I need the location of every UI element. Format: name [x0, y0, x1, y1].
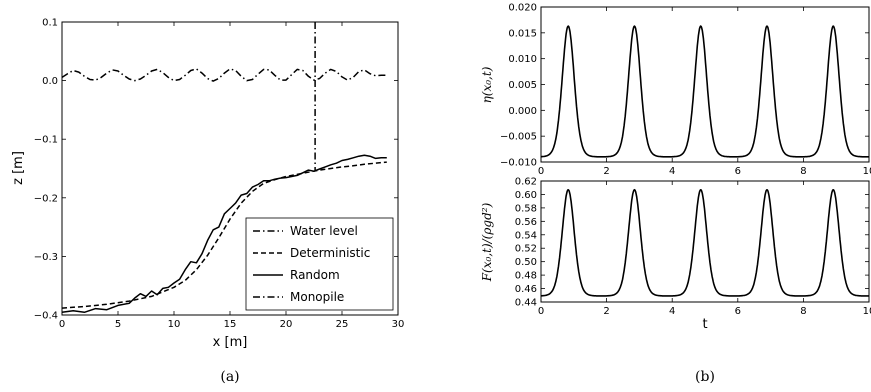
x-tick-label: 0: [538, 166, 544, 177]
x-tick-label: 5: [115, 319, 121, 330]
y-tick-label: 0.005: [508, 80, 537, 91]
y-tick-label: −0.010: [500, 158, 537, 169]
x-tick-label: 0: [538, 306, 544, 317]
panel-b-bottom-xlabel: t: [702, 317, 707, 332]
surface-elevation-line: [540, 25, 870, 158]
panel-b-top-frame: [540, 6, 870, 163]
x-tick-label: 20: [280, 319, 293, 330]
panel-a-series: [61, 22, 387, 314]
y-tick-label: 0.54: [515, 230, 537, 241]
x-tick-label: 10: [863, 166, 871, 177]
y-tick-label: −0.005: [500, 132, 537, 143]
x-tick-label: 0: [59, 319, 65, 330]
y-tick-label: 0.020: [508, 3, 537, 14]
x-tick-label: 4: [669, 166, 675, 177]
y-tick-label: 0.1: [42, 18, 58, 29]
y-tick-label: 0.015: [508, 28, 537, 39]
y-tick-label: 0.50: [515, 257, 537, 268]
panel-b-top-ticks: 0 2 4 6 8 10 0.020 0.015 0.010 0.005 0.000 −0.005 −0…: [500, 3, 871, 178]
y-tick-label: 0.000: [508, 106, 537, 117]
panel-b-top-ylabel: η(x₀,t): [480, 66, 494, 103]
y-tick-label: 0.56: [515, 217, 537, 228]
force-line: [540, 188, 870, 297]
y-tick-label: 0.62: [515, 177, 537, 188]
y-tick-label: 0.58: [515, 203, 537, 214]
panel-a-caption: (a): [220, 369, 239, 385]
x-tick-label: 4: [669, 306, 675, 317]
x-tick-label: 25: [336, 319, 349, 330]
panel-a-xlabel: x [m]: [213, 335, 248, 350]
x-tick-label: 10: [863, 306, 871, 317]
legend-label-water-level: Water level: [290, 224, 358, 238]
panel-b-bottom-ylabel: F(x₀,t)/(ρgd²): [480, 202, 494, 282]
x-tick-label: 2: [603, 166, 609, 177]
x-tick-label: 30: [392, 319, 405, 330]
y-tick-label: −0.2: [34, 193, 58, 204]
water-level-line: [61, 68, 387, 82]
legend-frame: [245, 217, 394, 311]
panel-b-bottom-series: [540, 188, 870, 297]
y-tick-label: 0.52: [515, 244, 537, 255]
panel-a: 0 5 10 15 20 25 30 0.1 0.0 −0.1 −0.2 −0.3 −0.4 x [m]…: [11, 18, 404, 386]
panel-a-ticks: 0 5 10 15 20 25 30 0.1 0.0 −0.1 −0.2 −0.3 −0.4: [34, 18, 405, 331]
panel-b-bottom-frame: [540, 180, 870, 303]
panel-a-ylabel: z [m]: [11, 151, 26, 185]
x-tick-label: 15: [224, 319, 237, 330]
legend-label-monopile: Monopile: [290, 290, 344, 304]
panel-b-caption: (b): [695, 369, 715, 385]
y-tick-label: 0.48: [515, 271, 537, 282]
panel-b-top: 0 2 4 6 8 10 0.020 0.015 0.010 0.005 0.000 −0.005 −0…: [480, 3, 871, 178]
legend: Water level Deterministic Random Monopil…: [245, 217, 394, 311]
x-tick-label: 2: [603, 306, 609, 317]
legend-label-random: Random: [290, 268, 340, 282]
y-tick-label: −0.4: [34, 311, 58, 322]
panel-b-top-series: [540, 25, 870, 158]
x-tick-label: 6: [735, 306, 741, 317]
legend-label-deterministic: Deterministic: [290, 246, 370, 260]
x-tick-label: 6: [735, 166, 741, 177]
x-tick-label: 8: [800, 306, 806, 317]
y-tick-label: 0.60: [515, 190, 537, 201]
y-tick-label: −0.3: [34, 252, 58, 263]
y-tick-label: 0.46: [515, 284, 537, 295]
y-tick-label: −0.1: [34, 135, 58, 146]
random-line: [61, 154, 387, 314]
x-tick-label: 10: [168, 319, 181, 330]
y-tick-label: 0.44: [515, 298, 537, 309]
panel-b-bottom: 0 2 4 6 8 10 0.62 0.60 0.58 0.56 0.54 0.52 0.50 0.48 0…: [480, 177, 871, 333]
panel-b-bottom-ticks: 0 2 4 6 8 10 0.62 0.60 0.58 0.56 0.54 0.52 0.50 0.48 0…: [515, 177, 871, 318]
y-tick-label: 0.010: [508, 54, 537, 65]
x-tick-label: 8: [800, 166, 806, 177]
y-tick-label: 0.0: [42, 76, 58, 87]
deterministic-line: [61, 161, 387, 309]
